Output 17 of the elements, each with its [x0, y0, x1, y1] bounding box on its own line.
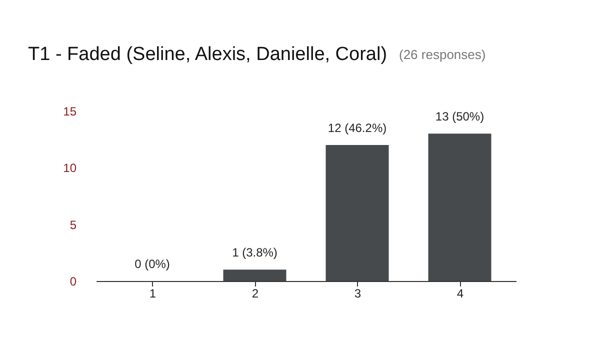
bar: [326, 145, 389, 281]
chart-title: T1 - Faded (Seline, Alexis, Danielle, Coral): [28, 44, 388, 65]
y-tick-label: 0: [70, 274, 77, 288]
data-label: 1 (3.8%): [232, 246, 278, 260]
bar: [223, 270, 286, 281]
x-tick-label: 2: [252, 286, 259, 300]
chart-subtitle: (26 responses): [399, 47, 486, 62]
x-tick-label: 1: [149, 286, 156, 300]
y-tick-label: 5: [70, 218, 77, 232]
bar: [428, 134, 492, 281]
x-tick-label: 3: [354, 286, 362, 300]
y-tick-label: 15: [63, 104, 77, 118]
data-label: 0 (0%): [134, 257, 170, 271]
y-tick-label: 10: [63, 161, 77, 176]
data-label: 12 (46.2%): [328, 121, 387, 135]
x-tick-label: 4: [456, 286, 464, 300]
data-label: 13 (50%): [435, 110, 484, 124]
